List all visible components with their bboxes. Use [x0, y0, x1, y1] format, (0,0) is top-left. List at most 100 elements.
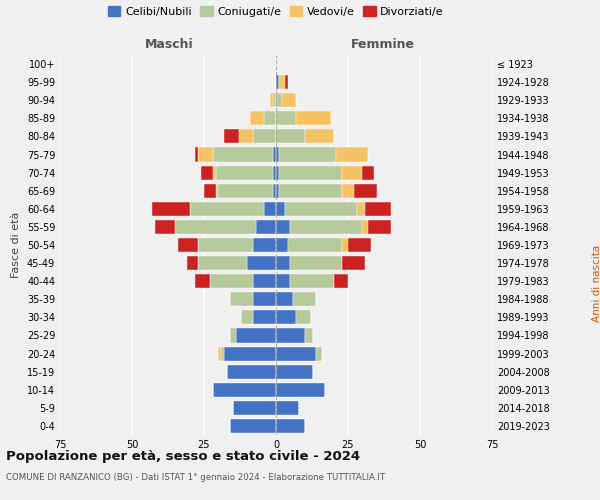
Bar — [284, 202, 356, 216]
Text: Anni di nascita: Anni di nascita — [592, 245, 600, 322]
Bar — [276, 75, 279, 89]
Bar — [227, 364, 276, 378]
Bar — [276, 130, 305, 143]
Bar — [196, 274, 210, 288]
Bar — [253, 130, 276, 143]
Bar — [287, 238, 342, 252]
Bar — [362, 220, 368, 234]
Bar — [273, 166, 276, 179]
Bar — [230, 292, 253, 306]
Bar — [276, 346, 316, 360]
Bar — [354, 184, 377, 198]
Bar — [273, 93, 276, 108]
Bar — [296, 112, 331, 126]
Bar — [279, 75, 284, 89]
Bar — [253, 310, 276, 324]
Bar — [342, 238, 348, 252]
Text: Popolazione per età, sesso e stato civile - 2024: Popolazione per età, sesso e stato civil… — [6, 450, 360, 463]
Text: Maschi: Maschi — [145, 38, 194, 52]
Bar — [276, 274, 290, 288]
Bar — [316, 346, 322, 360]
Bar — [212, 166, 215, 179]
Bar — [279, 148, 337, 162]
Bar — [348, 238, 371, 252]
Bar — [175, 220, 256, 234]
Bar — [253, 274, 276, 288]
Bar — [365, 202, 391, 216]
Bar — [276, 364, 313, 378]
Bar — [276, 184, 279, 198]
Bar — [239, 130, 253, 143]
Bar — [215, 184, 218, 198]
Bar — [224, 346, 276, 360]
Bar — [276, 148, 279, 162]
Bar — [290, 256, 342, 270]
Bar — [187, 256, 198, 270]
Text: COMUNE DI RANZANICO (BG) - Dati ISTAT 1° gennaio 2024 - Elaborazione TUTTITALIA.: COMUNE DI RANZANICO (BG) - Dati ISTAT 1°… — [6, 472, 385, 482]
Bar — [218, 346, 221, 360]
Bar — [215, 166, 273, 179]
Bar — [290, 274, 334, 288]
Bar — [230, 419, 276, 433]
Bar — [279, 166, 342, 179]
Bar — [290, 220, 362, 234]
Y-axis label: Fasce di età: Fasce di età — [11, 212, 21, 278]
Bar — [221, 346, 224, 360]
Bar — [337, 148, 368, 162]
Bar — [276, 292, 293, 306]
Bar — [276, 202, 284, 216]
Bar — [256, 220, 276, 234]
Bar — [196, 148, 198, 162]
Bar — [198, 256, 247, 270]
Bar — [276, 419, 305, 433]
Bar — [282, 93, 296, 108]
Bar — [253, 238, 276, 252]
Bar — [273, 148, 276, 162]
Bar — [305, 328, 313, 342]
Bar — [279, 184, 342, 198]
Bar — [247, 256, 276, 270]
Bar — [276, 256, 290, 270]
Bar — [204, 184, 215, 198]
Bar — [198, 148, 212, 162]
Bar — [190, 202, 265, 216]
Legend: Celibi/Nubili, Coniugati/e, Vedovi/e, Divorziati/e: Celibi/Nubili, Coniugati/e, Vedovi/e, Di… — [104, 2, 448, 21]
Bar — [342, 184, 354, 198]
Bar — [276, 93, 282, 108]
Bar — [276, 310, 296, 324]
Bar — [218, 184, 273, 198]
Bar — [276, 112, 296, 126]
Bar — [233, 401, 276, 415]
Bar — [198, 238, 253, 252]
Bar — [250, 112, 265, 126]
Bar — [273, 184, 276, 198]
Bar — [342, 166, 362, 179]
Bar — [241, 310, 253, 324]
Bar — [265, 112, 276, 126]
Bar — [305, 130, 334, 143]
Bar — [265, 202, 276, 216]
Bar — [212, 148, 273, 162]
Bar — [342, 256, 365, 270]
Bar — [293, 292, 316, 306]
Bar — [212, 382, 276, 397]
Bar — [210, 274, 253, 288]
Bar — [276, 382, 325, 397]
Bar — [236, 328, 276, 342]
Bar — [201, 166, 212, 179]
Bar — [276, 401, 299, 415]
Bar — [368, 220, 391, 234]
Bar — [224, 130, 239, 143]
Bar — [270, 93, 273, 108]
Bar — [296, 310, 311, 324]
Text: Femmine: Femmine — [350, 38, 415, 52]
Bar — [362, 166, 374, 179]
Bar — [276, 328, 305, 342]
Bar — [152, 202, 190, 216]
Bar — [276, 166, 279, 179]
Bar — [356, 202, 365, 216]
Bar — [155, 220, 175, 234]
Bar — [334, 274, 348, 288]
Bar — [253, 292, 276, 306]
Bar — [284, 75, 287, 89]
